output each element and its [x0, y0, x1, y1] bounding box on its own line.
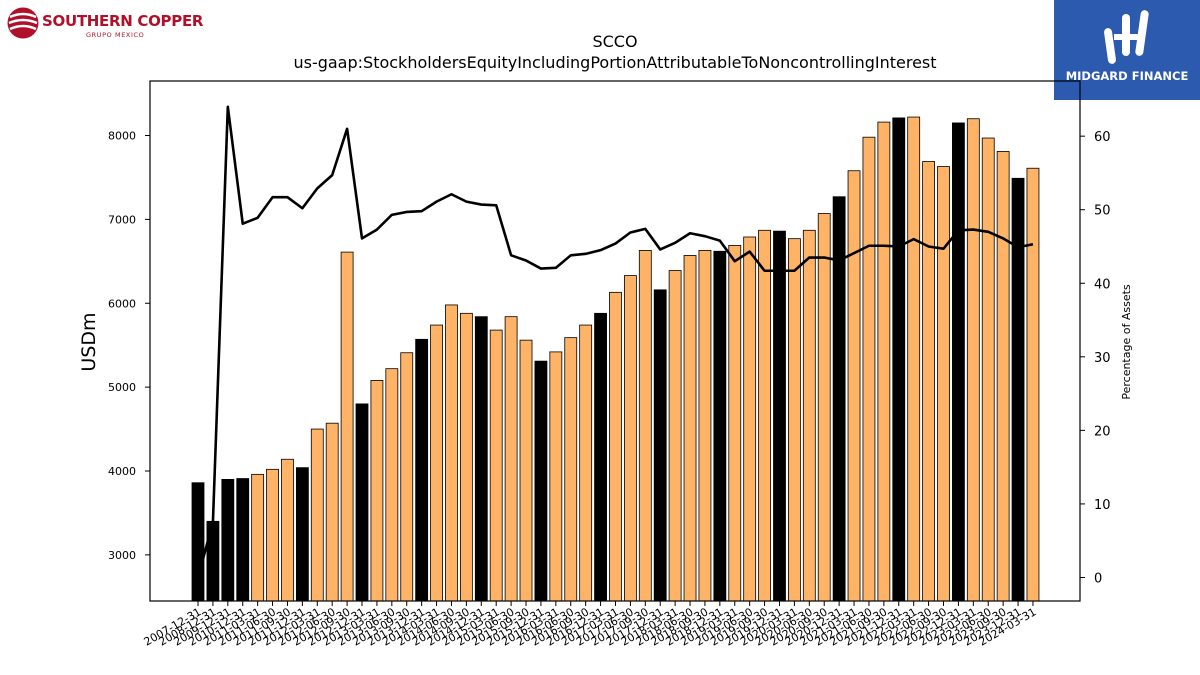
bar-2018-06-30	[683, 255, 697, 602]
y-axis-label: USDm	[78, 312, 100, 371]
bar-2022-09-30	[937, 166, 950, 602]
bar-2017-12-31	[653, 289, 667, 602]
bar-2022-03-31	[907, 116, 921, 602]
bar-2016-12-31	[594, 312, 607, 602]
bar-2013-03-31	[370, 380, 384, 602]
bar-2018-09-30	[698, 250, 712, 602]
bar-2015-09-30	[519, 339, 533, 602]
bar-2022-06-30	[922, 161, 935, 602]
y2-tick-label: 40	[1094, 277, 1111, 292]
y2-tick-label: 10	[1094, 498, 1111, 513]
bar-2014-12-31	[474, 316, 488, 602]
line-layer	[196, 105, 1034, 578]
bar-2012-03-31	[310, 428, 324, 602]
bar-2019-06-30	[743, 236, 757, 602]
bar-2014-06-30	[445, 304, 458, 602]
bar-2007-12-31	[191, 482, 205, 602]
bar-2015-06-30	[504, 316, 518, 602]
y2-axis-label: Percentage of Assets	[1120, 284, 1133, 400]
bar-2018-12-31	[713, 250, 727, 602]
bar-2023-06-30	[981, 137, 995, 602]
bar-2024-03-31	[1026, 167, 1040, 602]
bar-2009-12-31	[221, 478, 235, 602]
bar-2021-06-30	[862, 136, 876, 602]
bar-2019-09-30	[758, 229, 771, 602]
bar-2016-06-30	[564, 337, 578, 602]
bar-2016-03-31	[549, 351, 563, 602]
bar-2016-09-30	[579, 324, 593, 602]
bar-2021-09-30	[877, 121, 891, 602]
bar-2021-03-31	[847, 170, 861, 602]
bar-2022-12-31	[952, 122, 965, 602]
bar-2017-06-30	[623, 275, 637, 602]
bar-2017-09-30	[638, 250, 652, 602]
southern-copper-subtitle: GRUPO MEXICO	[86, 31, 145, 39]
bar-2013-12-31	[415, 338, 429, 602]
bar-2020-06-30	[802, 229, 816, 602]
bar-2023-12-31	[1011, 177, 1025, 602]
southern-copper-emblem-icon	[7, 7, 39, 39]
chart-subtitle: us-gaap:StockholdersEquityIncludingPorti…	[293, 53, 936, 72]
bar-2015-12-31	[534, 360, 548, 602]
bar-2011-12-31	[295, 467, 309, 602]
bar-2021-12-31	[892, 117, 906, 602]
y-tick-label: 8000	[108, 130, 136, 143]
bar-2012-12-31	[355, 403, 369, 602]
y2-tick-label: 0	[1094, 571, 1102, 586]
bar-2013-09-30	[400, 352, 414, 602]
bar-2012-06-30	[325, 422, 339, 602]
y2-tick-label: 20	[1094, 424, 1111, 439]
bar-2012-09-30	[340, 251, 354, 602]
bar-2011-03-31	[251, 473, 265, 602]
bar-2013-06-30	[385, 368, 399, 602]
percentage-of-assets-line	[196, 105, 1034, 578]
bar-2019-12-31	[773, 230, 786, 602]
bar-2014-03-31	[430, 324, 443, 602]
y-tick-label: 6000	[108, 297, 136, 310]
midgard-finance-logo: MIDGARD FINANCE	[1054, 0, 1200, 100]
bar-2017-03-31	[609, 291, 622, 602]
y2-tick-label: 60	[1094, 130, 1111, 145]
midgard-emblem-icon	[1104, 10, 1149, 64]
y2-tick-label: 50	[1094, 204, 1111, 219]
bar-2020-03-31	[788, 238, 801, 602]
bar-2023-03-31	[966, 118, 980, 602]
bar-2018-03-31	[668, 270, 682, 602]
bars-layer	[191, 116, 1040, 602]
y-tick-label: 5000	[108, 381, 136, 394]
bar-2015-03-31	[489, 329, 503, 602]
axes-layer: 3000400050006000700080000102030405060200…	[108, 130, 1111, 649]
bar-2011-09-30	[281, 458, 294, 602]
y-tick-label: 3000	[108, 549, 136, 562]
y-tick-label: 4000	[108, 465, 136, 478]
southern-copper-name: SOUTHERN COPPER	[42, 12, 204, 30]
midgard-finance-name: MIDGARD FINANCE	[1065, 69, 1189, 83]
bar-2011-06-30	[266, 468, 279, 602]
bar-2010-12-31	[236, 478, 250, 602]
y2-tick-label: 30	[1094, 351, 1111, 366]
bar-2020-09-30	[817, 213, 831, 602]
bar-2023-09-30	[996, 151, 1010, 602]
bar-2019-03-31	[728, 244, 742, 602]
chart-title: SCCO	[592, 32, 637, 51]
southern-copper-logo: SOUTHERN COPPER GRUPO MEXICO	[6, 6, 203, 42]
bar-2014-09-30	[459, 312, 473, 602]
y-tick-label: 7000	[108, 213, 136, 226]
